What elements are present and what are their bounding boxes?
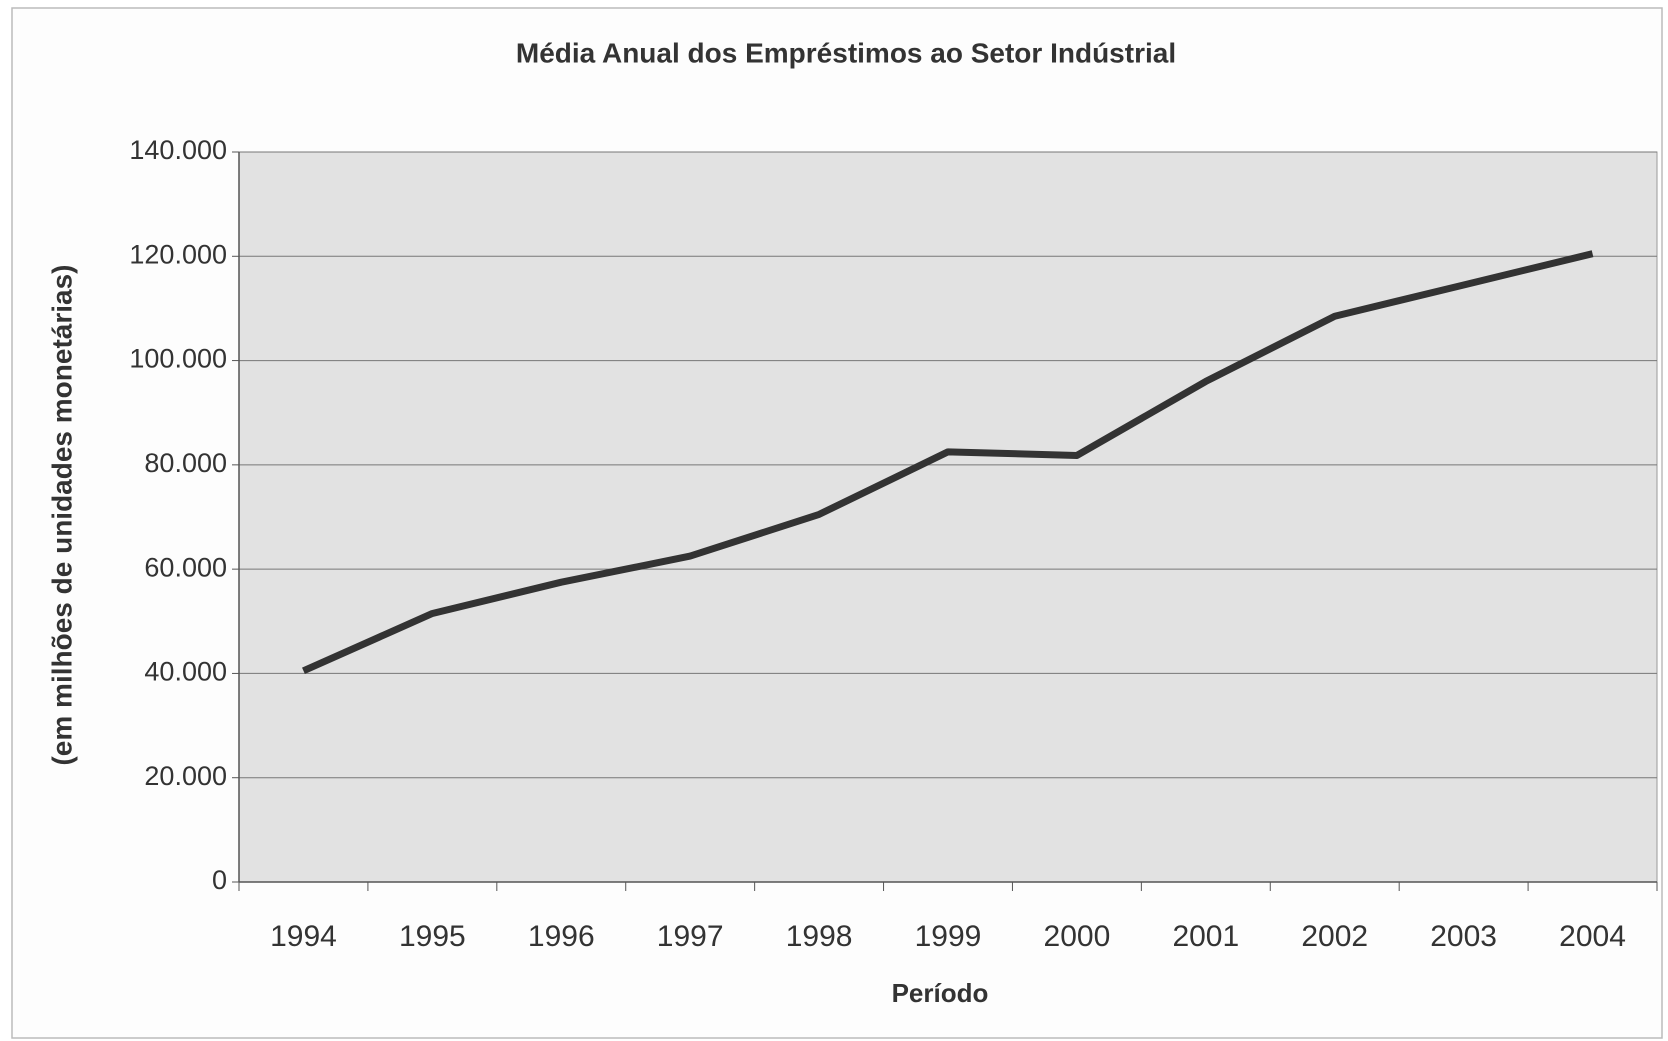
y-axis-title: (em milhões de unidades monetárias) (46, 264, 77, 765)
x-tick-label: 1996 (528, 920, 595, 953)
plot-area (238, 151, 1658, 883)
x-tick-label: 1997 (657, 920, 724, 953)
y-tick-label: 80.000 (144, 448, 227, 478)
x-tick-label: 2004 (1559, 920, 1626, 953)
x-tick-label: 2003 (1430, 920, 1497, 953)
x-tick-label: 2001 (1172, 920, 1239, 953)
chart-title: Média Anual dos Empréstimos ao Setor Ind… (516, 37, 1176, 68)
y-tick-label: 60.000 (144, 552, 227, 582)
y-tick-label: 40.000 (144, 657, 227, 687)
x-tick-label: 1999 (915, 920, 982, 953)
x-tick-label: 2000 (1044, 920, 1111, 953)
data-line (302, 250, 1594, 675)
y-tick-label: 120.000 (129, 239, 227, 269)
x-tick-label: 1994 (270, 920, 337, 953)
x-axis-title: Período (892, 978, 989, 1008)
y-tick-label: 140.000 (129, 135, 227, 165)
y-tick-label: 0 (212, 865, 227, 895)
x-tick-label: 1998 (786, 920, 853, 953)
y-tick-label: 20.000 (144, 761, 227, 791)
x-tick-label: 2002 (1301, 920, 1368, 953)
y-tick-label: 100.000 (129, 344, 227, 374)
x-tick-label: 1995 (399, 920, 466, 953)
